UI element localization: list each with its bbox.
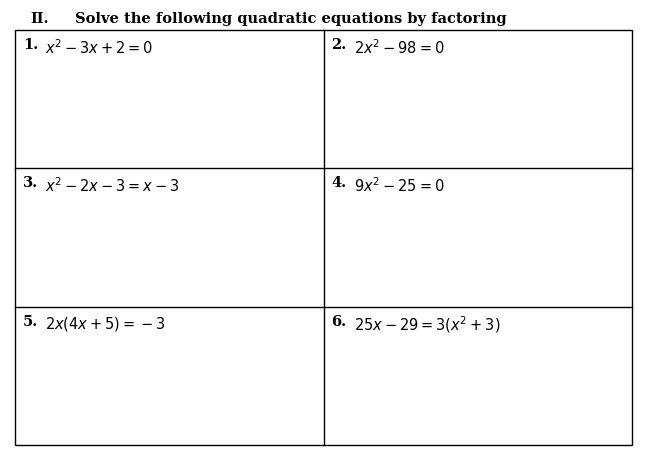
Text: $2x^2 - 98 = 0$: $2x^2 - 98 = 0$ <box>353 38 444 57</box>
Text: $9x^2 - 25 = 0$: $9x^2 - 25 = 0$ <box>353 176 444 195</box>
Text: $25x - 29 = 3(x^2 + 3)$: $25x - 29 = 3(x^2 + 3)$ <box>353 315 500 335</box>
Text: II.: II. <box>30 12 49 26</box>
Text: 1.: 1. <box>23 38 38 52</box>
Text: 2.: 2. <box>331 38 347 52</box>
Text: Solve the following quadratic equations by factoring: Solve the following quadratic equations … <box>75 12 507 26</box>
Text: 6.: 6. <box>331 315 347 328</box>
Text: 3.: 3. <box>23 176 38 190</box>
Text: 5.: 5. <box>23 315 38 328</box>
Text: $x^2 - 2x - 3 = x - 3$: $x^2 - 2x - 3 = x - 3$ <box>45 176 179 195</box>
Text: 4.: 4. <box>331 176 347 190</box>
Text: $x^2 - 3x + 2 = 0$: $x^2 - 3x + 2 = 0$ <box>45 38 153 57</box>
Text: $2x(4x + 5) = -3$: $2x(4x + 5) = -3$ <box>45 315 166 333</box>
